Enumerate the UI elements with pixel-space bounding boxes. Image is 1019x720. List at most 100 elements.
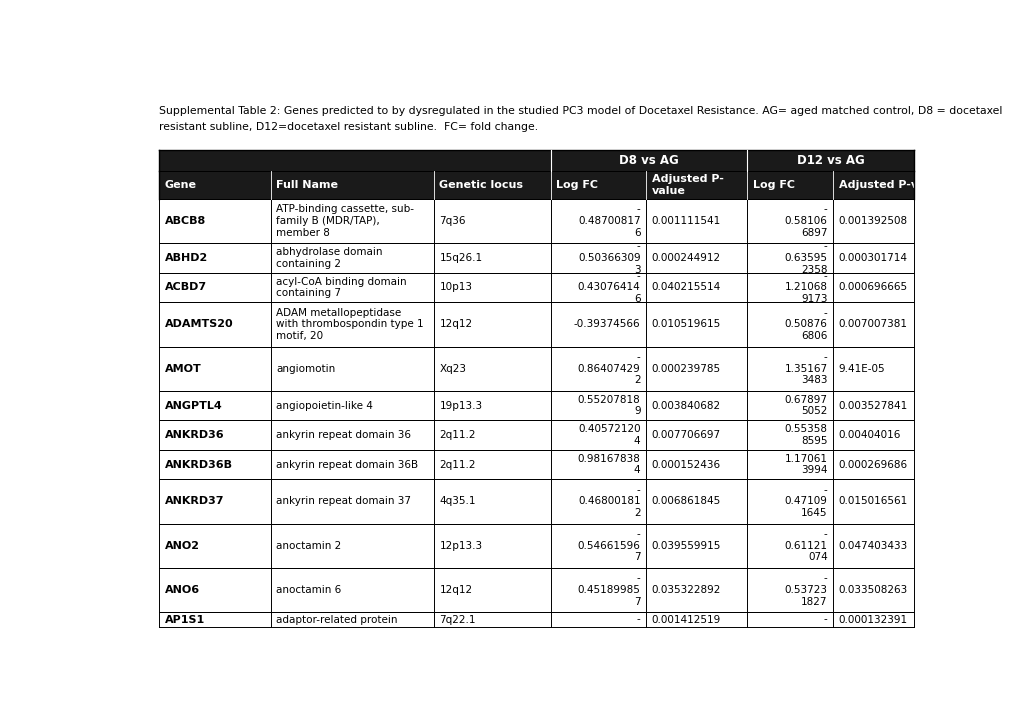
Text: 0.00404016: 0.00404016 <box>838 430 901 440</box>
Text: 0.55207818
9: 0.55207818 9 <box>577 395 640 416</box>
Text: 0.015016561: 0.015016561 <box>838 497 907 506</box>
Text: D12 vs AG: D12 vs AG <box>796 154 864 167</box>
Text: 0.000152436: 0.000152436 <box>651 459 720 469</box>
Text: ANKRD36B: ANKRD36B <box>164 459 232 469</box>
Text: -
0.45189985
7: - 0.45189985 7 <box>577 573 640 607</box>
Text: ANKRD37: ANKRD37 <box>164 497 224 506</box>
Text: 0.40572120
4: 0.40572120 4 <box>578 424 640 446</box>
Text: resistant subline, D12=docetaxel resistant subline.  FC= fold change.: resistant subline, D12=docetaxel resista… <box>159 122 538 132</box>
Text: 2q11.2: 2q11.2 <box>439 459 476 469</box>
Text: -
1.35167
3483: - 1.35167 3483 <box>784 352 827 385</box>
Text: Gene: Gene <box>164 180 197 190</box>
Bar <box>159 171 913 199</box>
Text: -
0.46800181
2: - 0.46800181 2 <box>578 485 640 518</box>
Text: 0.000269686: 0.000269686 <box>838 459 907 469</box>
Text: Xq23: Xq23 <box>439 364 466 374</box>
Bar <box>159 391 913 420</box>
Text: 0.000244912: 0.000244912 <box>651 253 720 263</box>
Text: 0.001412519: 0.001412519 <box>651 615 720 624</box>
Bar <box>159 480 913 523</box>
Text: ankyrin repeat domain 37: ankyrin repeat domain 37 <box>276 497 411 506</box>
Text: 0.000301714: 0.000301714 <box>838 253 907 263</box>
Text: angiomotin: angiomotin <box>276 364 335 374</box>
Text: -
0.61121
074: - 0.61121 074 <box>784 529 827 562</box>
Text: 0.033508263: 0.033508263 <box>838 585 907 595</box>
Text: 10p13: 10p13 <box>439 282 472 292</box>
Text: Log FC: Log FC <box>752 180 794 190</box>
Text: 7q36: 7q36 <box>439 216 466 226</box>
Text: 0.000132391: 0.000132391 <box>838 615 907 624</box>
Text: ankyrin repeat domain 36: ankyrin repeat domain 36 <box>276 430 411 440</box>
Text: 0.040215514: 0.040215514 <box>651 282 720 292</box>
Text: ankyrin repeat domain 36B: ankyrin repeat domain 36B <box>276 459 418 469</box>
Text: anoctamin 6: anoctamin 6 <box>276 585 341 595</box>
Text: 2q11.2: 2q11.2 <box>439 430 476 440</box>
Text: angiopoietin-like 4: angiopoietin-like 4 <box>276 400 373 410</box>
Text: 0.000239785: 0.000239785 <box>651 364 720 374</box>
Text: 1.17061
3994: 1.17061 3994 <box>784 454 827 475</box>
Text: ADAMTS20: ADAMTS20 <box>164 320 233 329</box>
Text: anoctamin 2: anoctamin 2 <box>276 541 341 551</box>
Text: Adjusted P-
value: Adjusted P- value <box>651 174 722 196</box>
Text: 0.001392508: 0.001392508 <box>838 216 907 226</box>
Text: 15q26.1: 15q26.1 <box>439 253 482 263</box>
Text: ATP-binding cassette, sub-
family B (MDR/TAP),
member 8: ATP-binding cassette, sub- family B (MDR… <box>276 204 414 238</box>
Text: 0.67897
5052: 0.67897 5052 <box>784 395 827 416</box>
Text: -
0.86407429
2: - 0.86407429 2 <box>577 352 640 385</box>
Text: acyl-CoA binding domain
containing 7: acyl-CoA binding domain containing 7 <box>276 276 407 298</box>
Text: -
0.47109
1645: - 0.47109 1645 <box>784 485 827 518</box>
Text: 7q22.1: 7q22.1 <box>439 615 476 624</box>
Text: ANO6: ANO6 <box>164 585 200 595</box>
Text: ABCB8: ABCB8 <box>164 216 206 226</box>
Text: ANKRD36: ANKRD36 <box>164 430 224 440</box>
Bar <box>159 273 913 302</box>
Bar <box>159 612 913 627</box>
Text: 0.001111541: 0.001111541 <box>651 216 720 226</box>
Text: Adjusted P-value: Adjusted P-value <box>838 180 944 190</box>
Text: abhydrolase domain
containing 2: abhydrolase domain containing 2 <box>276 247 382 269</box>
Text: AMOT: AMOT <box>164 364 201 374</box>
Text: 0.000696665: 0.000696665 <box>838 282 907 292</box>
Bar <box>159 302 913 346</box>
Bar <box>159 420 913 450</box>
Text: 0.007706697: 0.007706697 <box>651 430 720 440</box>
Text: 12q12: 12q12 <box>439 585 472 595</box>
Text: 0.010519615: 0.010519615 <box>651 320 720 329</box>
Text: Log FC: Log FC <box>556 180 598 190</box>
Bar <box>159 150 913 171</box>
Text: 4q35.1: 4q35.1 <box>439 497 476 506</box>
Text: 12p13.3: 12p13.3 <box>439 541 482 551</box>
Text: ADAM metallopeptidase
with thrombospondin type 1
motif, 20: ADAM metallopeptidase with thrombospondi… <box>276 307 424 341</box>
Text: ANO2: ANO2 <box>164 541 200 551</box>
Text: 9.41E-05: 9.41E-05 <box>838 364 884 374</box>
Text: 0.047403433: 0.047403433 <box>838 541 907 551</box>
Text: 0.006861845: 0.006861845 <box>651 497 720 506</box>
Bar <box>159 346 913 391</box>
Text: AP1S1: AP1S1 <box>164 615 205 624</box>
Text: 0.007007381: 0.007007381 <box>838 320 907 329</box>
Text: -0.39374566: -0.39374566 <box>574 320 640 329</box>
Text: Supplemental Table 2: Genes predicted to by dysregulated in the studied PC3 mode: Supplemental Table 2: Genes predicted to… <box>159 106 1002 116</box>
Text: ABHD2: ABHD2 <box>164 253 208 263</box>
Text: adaptor-related protein: adaptor-related protein <box>276 615 397 624</box>
Text: Full Name: Full Name <box>276 180 338 190</box>
Text: -
0.58106
6897: - 0.58106 6897 <box>784 204 827 238</box>
Text: 0.003840682: 0.003840682 <box>651 400 720 410</box>
Text: Genetic locus: Genetic locus <box>439 180 523 190</box>
Text: 0.55358
8595: 0.55358 8595 <box>784 424 827 446</box>
Bar <box>159 523 913 568</box>
Text: D8 vs AG: D8 vs AG <box>619 154 679 167</box>
Text: -
0.48700817
6: - 0.48700817 6 <box>578 204 640 238</box>
Bar <box>159 199 913 243</box>
Bar <box>159 568 913 612</box>
Text: -
0.50366309
3: - 0.50366309 3 <box>578 241 640 274</box>
Text: ANGPTL4: ANGPTL4 <box>164 400 222 410</box>
Text: 0.98167838
4: 0.98167838 4 <box>577 454 640 475</box>
Text: -: - <box>823 615 827 624</box>
Text: -
0.43076414
6: - 0.43076414 6 <box>577 271 640 304</box>
Text: -
0.63595
2358: - 0.63595 2358 <box>784 241 827 274</box>
Text: 0.003527841: 0.003527841 <box>838 400 907 410</box>
Text: -
0.50876
6806: - 0.50876 6806 <box>784 307 827 341</box>
Text: -
0.54661596
7: - 0.54661596 7 <box>577 529 640 562</box>
Text: ACBD7: ACBD7 <box>164 282 207 292</box>
